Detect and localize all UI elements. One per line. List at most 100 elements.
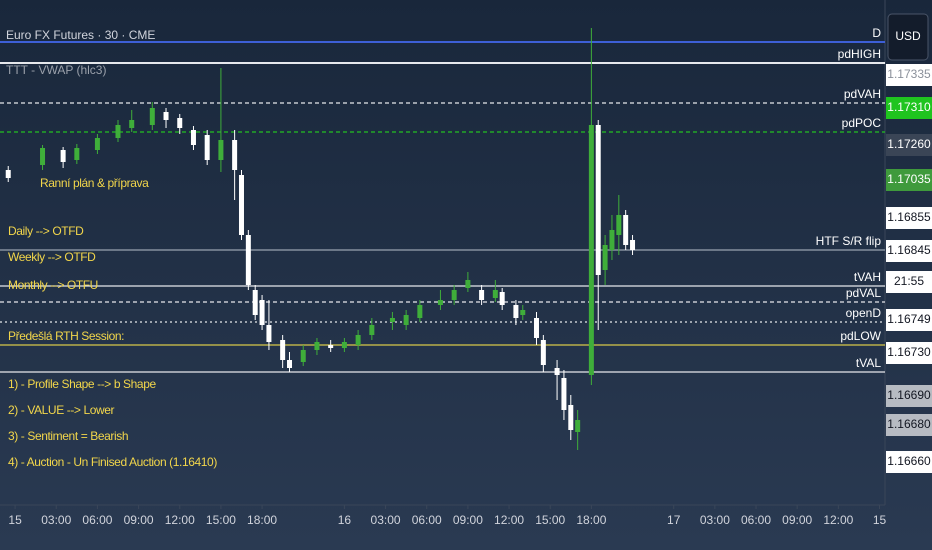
x-tick-label: 12:00 bbox=[823, 513, 853, 527]
annotation: Ranní plán & příprava bbox=[40, 176, 149, 190]
level-label: pdPOC bbox=[842, 116, 882, 130]
price-tag: 1.16690 bbox=[887, 388, 931, 402]
x-tick-label: 15:00 bbox=[206, 513, 236, 527]
candle-body bbox=[177, 118, 183, 128]
candle-body bbox=[94, 138, 100, 150]
x-tick-label: 03:00 bbox=[371, 513, 401, 527]
x-tick-label: 15 bbox=[873, 513, 887, 527]
x-tick-label: 15 bbox=[8, 513, 22, 527]
candle-body bbox=[129, 120, 135, 128]
candle-body bbox=[513, 305, 519, 318]
candle-body bbox=[40, 148, 46, 165]
annotations: Ranní plán & příprava Daily --> OTFD Weekl… bbox=[8, 176, 218, 469]
candle-body bbox=[238, 175, 244, 235]
candle-body bbox=[623, 215, 629, 245]
price-tag: 1.17260 bbox=[887, 137, 931, 151]
annotation: Předešlá RTH Session: bbox=[8, 329, 124, 343]
indicator-label: TTT - VWAP (hlc3) bbox=[6, 63, 106, 77]
candle-body bbox=[492, 290, 498, 298]
price-tag-bg bbox=[886, 64, 932, 86]
candle-body bbox=[616, 215, 622, 235]
level-label: HTF S/R flip bbox=[816, 234, 882, 248]
candle-body bbox=[245, 235, 251, 285]
time-axis: 15 03:00 06:00 09:00 12:00 15:00 18:00 16 03:00 0… bbox=[8, 505, 887, 527]
price-tag-bg bbox=[886, 169, 932, 191]
price-tag: 1.16680 bbox=[887, 417, 931, 431]
candle-body bbox=[259, 300, 265, 325]
candles bbox=[5, 28, 636, 450]
candle-body bbox=[5, 170, 11, 178]
candle-body bbox=[575, 420, 581, 432]
x-tick-label: 03:00 bbox=[41, 513, 71, 527]
price-tag: 1.16845 bbox=[887, 243, 931, 257]
price-tag-bg bbox=[886, 271, 932, 293]
price-tag: 1.16660 bbox=[887, 454, 931, 468]
price-tag: 1.16749 bbox=[887, 312, 931, 326]
candle-body bbox=[74, 148, 80, 160]
x-tick-label: 03:00 bbox=[700, 513, 730, 527]
level-label: pdVAL bbox=[846, 286, 881, 300]
price-tag-bg bbox=[886, 97, 932, 119]
price-tag-bg bbox=[886, 207, 932, 229]
candle-body bbox=[630, 240, 636, 250]
candle-body bbox=[149, 108, 155, 125]
candle-body bbox=[417, 305, 423, 318]
candle-body bbox=[218, 140, 224, 160]
price-tag: 1.17035 bbox=[887, 172, 931, 186]
currency-button[interactable] bbox=[887, 13, 929, 61]
annotation: Weekly --> OTFD bbox=[8, 250, 96, 264]
x-tick-label: 17 bbox=[667, 513, 681, 527]
candle-body bbox=[232, 140, 238, 170]
price-tag-bg bbox=[886, 385, 932, 407]
x-tick-label: 16 bbox=[338, 513, 352, 527]
price-tags: 1.17335 1.17310 1.17260 1.17035 1.16855 1.168… bbox=[886, 64, 932, 473]
price-tag-bg bbox=[886, 451, 932, 473]
level-label: pdVAH bbox=[844, 87, 881, 101]
price-tag-bg bbox=[886, 240, 932, 262]
candle-body bbox=[499, 292, 505, 305]
annotation: 2) - VALUE --> Lower bbox=[8, 403, 115, 417]
candle-body bbox=[60, 150, 66, 162]
candle-body bbox=[588, 125, 594, 375]
candle-body bbox=[554, 368, 560, 375]
candle-body bbox=[437, 300, 443, 305]
candle-body bbox=[568, 405, 574, 430]
chart-title: Euro FX Futures · 30 · CME bbox=[6, 28, 155, 42]
candle-body bbox=[328, 345, 334, 348]
candle-body bbox=[280, 340, 286, 360]
candle-body bbox=[190, 130, 196, 145]
candle-body bbox=[561, 378, 567, 410]
level-label: pdHIGH bbox=[838, 47, 881, 61]
x-tick-label: 09:00 bbox=[782, 513, 812, 527]
x-tick-label: 09:00 bbox=[453, 513, 483, 527]
candle-body bbox=[300, 350, 306, 362]
x-tick-label: 09:00 bbox=[124, 513, 154, 527]
candle-body bbox=[533, 318, 539, 338]
candle-body bbox=[451, 290, 457, 300]
x-tick-label: 06:00 bbox=[412, 513, 442, 527]
candle-body bbox=[602, 245, 608, 270]
x-tick-label: 06:00 bbox=[82, 513, 112, 527]
candle-body bbox=[520, 310, 526, 315]
currency-label: USD bbox=[895, 29, 921, 43]
level-label: pdLOW bbox=[840, 329, 881, 343]
level-label: tVAH bbox=[854, 270, 881, 284]
candle-body bbox=[540, 340, 546, 365]
candle-body bbox=[355, 335, 361, 345]
price-tag-bg bbox=[886, 134, 932, 156]
x-tick-label: 12:00 bbox=[165, 513, 195, 527]
candle-body bbox=[595, 125, 601, 275]
candle-body bbox=[369, 325, 375, 335]
level-label: tVAL bbox=[856, 356, 881, 370]
price-tag: 1.16730 bbox=[887, 345, 931, 359]
candle-body bbox=[266, 325, 272, 342]
candle-body bbox=[609, 230, 615, 250]
x-tick-label: 18:00 bbox=[247, 513, 277, 527]
candle-body bbox=[204, 135, 210, 160]
x-tick-label: 15:00 bbox=[535, 513, 565, 527]
price-tag: 21:55 bbox=[894, 274, 924, 288]
price-tag-bg bbox=[886, 414, 932, 436]
